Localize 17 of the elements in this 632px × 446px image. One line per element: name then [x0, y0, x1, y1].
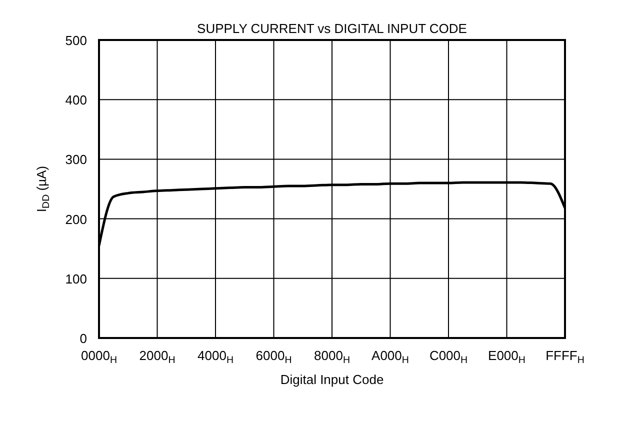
y-tick-label: 400: [65, 92, 87, 108]
x-tick-label: 2000$_{H}$: [139, 348, 176, 366]
x-tick-label: 8000$_{H}$: [314, 348, 350, 366]
y-tick-label: 100: [65, 271, 87, 286]
chart-title: SUPPLY CURRENT vs DIGITAL INPUT CODE: [197, 21, 468, 36]
x-axis-title: Digital Input Code: [280, 372, 384, 387]
y-tick-label: 500: [65, 33, 87, 48]
x-tick-label: 6000$_{H}$: [256, 348, 292, 366]
y-tick-label: 300: [65, 152, 87, 168]
x-tick-label: FFFF$_{H}$: [546, 348, 584, 366]
x-tick-label: 4000$_{H}$: [198, 348, 234, 366]
y-tick-label: 0: [80, 331, 87, 346]
x-tick-label: A000$_{H}$: [372, 348, 409, 366]
x-tick-label: 0000$_{H}$: [81, 348, 117, 366]
x-tick-label: C000$_{H}$: [429, 348, 468, 366]
y-tick-label: 200: [65, 212, 87, 227]
x-tick-label: E000$_{H}$: [488, 348, 526, 366]
